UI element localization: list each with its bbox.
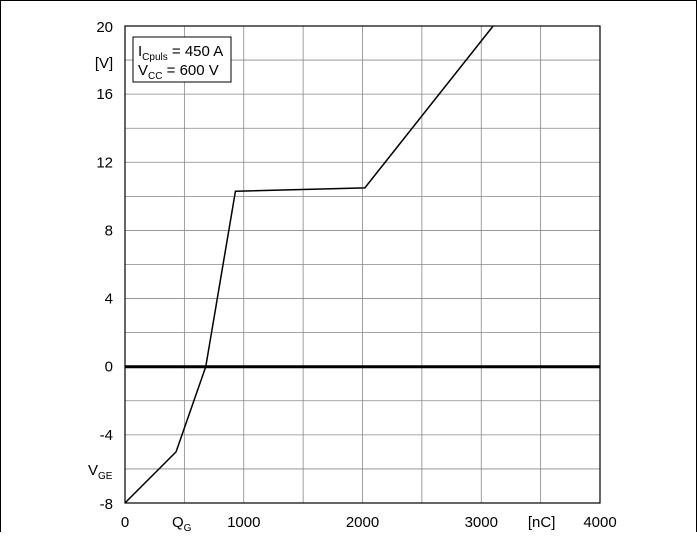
y-axis-label-main: V [88,462,98,479]
x-unit-label: [nC] [528,514,556,531]
axis-label-layer: [V] [nC] VGE QG [88,55,555,532]
x-tick-label: 0 [121,514,129,531]
x-axis-label-main: Q [172,514,184,531]
y-tick-label: 0 [105,359,113,376]
x-axis-label-sub: G [184,523,192,532]
annotation-voltage-value: = 600 V [162,62,218,79]
x-axis-label: QG [172,514,192,532]
y-tick-label: 4 [105,291,113,308]
y-tick-label: -8 [100,496,113,513]
y-tick-label: 8 [105,222,113,239]
y-tick-label: -4 [100,427,113,444]
grid-layer [125,26,600,503]
y-tick-label: 20 [96,19,113,36]
x-tick-label: 4000 [583,514,616,531]
annotation-current-value: = 450 A [168,43,223,60]
x-tick-label: 3000 [465,514,498,531]
y-tick-label: 12 [96,154,113,171]
y-axis-label-sub: GE [98,471,113,482]
annotation-voltage-sub: CC [148,71,162,82]
annotation-voltage-symbol: V [138,62,148,79]
conditions-annotation: ICpuls = 450 A VCC = 600 V [133,37,231,82]
y-axis-label: VGE [88,462,113,482]
y-unit-label: [V] [95,55,113,72]
y-tick-label: 16 [96,86,113,103]
x-tick-label: 2000 [346,514,379,531]
x-tick-label: 1000 [227,514,260,531]
